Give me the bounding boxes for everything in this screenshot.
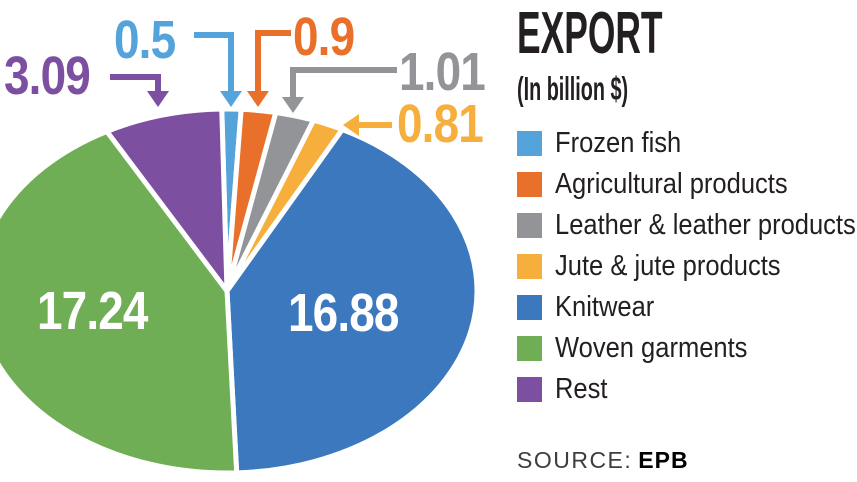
source-value: EPB — [638, 447, 689, 473]
legend-item-woven-garments: Woven garments — [517, 331, 857, 364]
arrow-down-icon — [220, 91, 242, 107]
source-label: SOURCE: — [517, 447, 633, 473]
legend-item-jute-products: Jute & jute products — [517, 249, 857, 282]
arrow-left-icon — [343, 114, 359, 136]
legend-swatch-leather-products — [517, 212, 542, 238]
pie-slice-rest — [104, 106, 230, 294]
legend-label-woven-garments: Woven garments — [555, 331, 748, 364]
legend-label-leather-products: Leather & leather products — [555, 208, 856, 241]
callout-arrow-frozen-fish — [194, 32, 242, 107]
legend-label-frozen-fish: Frozen fish — [555, 126, 682, 159]
callout-value-jute: 0.81 — [397, 94, 484, 154]
callout-line-rest — [110, 74, 161, 91]
legend-swatch-jute-products — [517, 253, 542, 279]
arrow-down-icon — [282, 97, 304, 113]
legend-swatch-woven-garments — [517, 335, 542, 361]
chart-title: EXPORT — [517, 0, 663, 66]
arrow-down-icon — [147, 91, 169, 107]
pie-slice-woven-garments — [0, 128, 240, 476]
legend-item-leather-products: Leather & leather products — [517, 208, 857, 241]
legend-label-knitwear: Knitwear — [555, 290, 655, 323]
source-line: SOURCE: EPB — [517, 449, 689, 472]
callout-arrow-leather — [282, 67, 397, 113]
pie-slice-knitwear — [224, 127, 480, 476]
chart-subtitle: (In billion $) — [517, 70, 629, 107]
arrow-down-icon — [247, 91, 269, 107]
legend: Frozen fish Agricultural products Leathe… — [517, 126, 857, 405]
legend-swatch-frozen-fish — [517, 130, 542, 156]
legend-item-knitwear: Knitwear — [517, 290, 857, 323]
callout-arrow-jute — [343, 114, 392, 136]
legend-panel: EXPORT (In billion $) Frozen fish Agricu… — [517, 0, 857, 405]
callout-arrow-rest — [110, 74, 169, 107]
legend-item-rest: Rest — [517, 372, 857, 405]
legend-swatch-knitwear — [517, 294, 542, 320]
pie-slices — [0, 106, 480, 476]
callout-value-frozen-fish: 0.5 — [114, 10, 176, 70]
legend-label-rest: Rest — [555, 372, 608, 405]
legend-label-jute-products: Jute & jute products — [555, 249, 781, 282]
legend-swatch-rest — [517, 376, 542, 402]
callout-value-rest: 3.09 — [4, 46, 91, 106]
slice-value-knitwear: 16.88 — [288, 283, 399, 343]
legend-item-frozen-fish: Frozen fish — [517, 126, 857, 159]
callout-value-leather: 1.01 — [399, 42, 486, 102]
callout-line-frozen-fish — [194, 32, 234, 91]
legend-item-agricultural-products: Agricultural products — [517, 167, 857, 200]
callout-arrow-agricultural — [247, 30, 291, 107]
callout-line-agricultural — [255, 30, 291, 91]
legend-swatch-agricultural-products — [517, 171, 542, 197]
callout-value-agricultural: 0.9 — [293, 7, 355, 67]
legend-label-agricultural-products: Agricultural products — [555, 167, 788, 200]
slice-value-woven-garments: 17.24 — [37, 281, 148, 341]
callout-line-leather — [290, 67, 397, 97]
